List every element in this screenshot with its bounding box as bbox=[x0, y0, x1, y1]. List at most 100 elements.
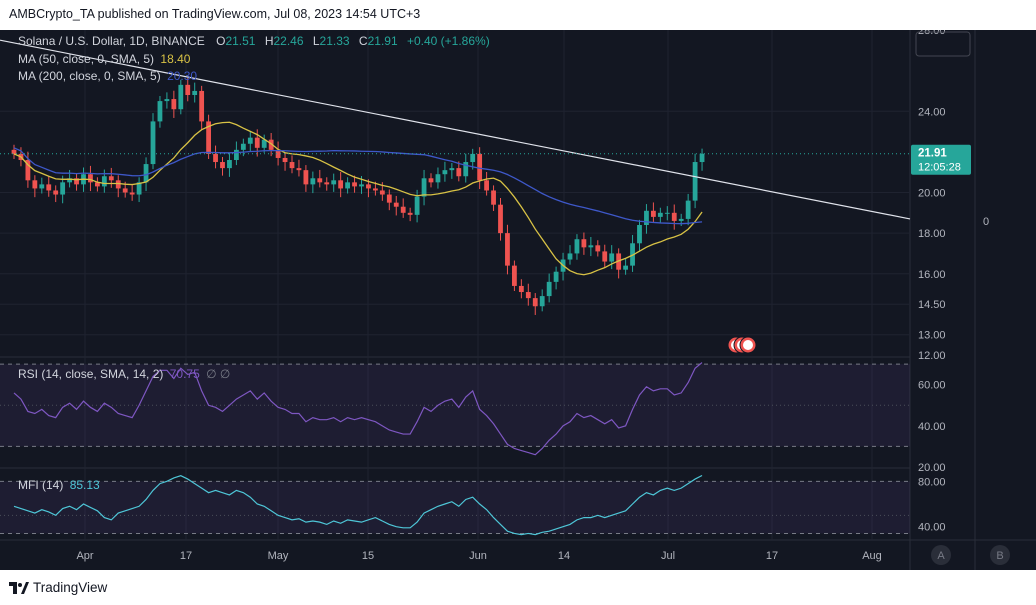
candle-body bbox=[60, 182, 66, 195]
candle-body bbox=[268, 139, 274, 150]
symbol-legend: Solana / U.S. Dollar, 1D, BINANCE O21.51… bbox=[18, 34, 490, 48]
candle-body bbox=[289, 162, 295, 169]
price-badge-countdown: 12:05:28 bbox=[918, 162, 961, 174]
candle-body bbox=[129, 192, 135, 195]
candle-body bbox=[685, 200, 691, 219]
price-tick-label: 24.00 bbox=[918, 106, 946, 118]
candle-body bbox=[25, 160, 31, 181]
scale-button[interactable] bbox=[931, 545, 951, 565]
axis-box bbox=[915, 31, 971, 57]
candle-body bbox=[310, 178, 316, 185]
candle-body bbox=[421, 178, 427, 197]
rsi-extra: ∅ ∅ bbox=[206, 367, 231, 381]
candle-body bbox=[699, 153, 705, 163]
candle-body bbox=[484, 180, 489, 191]
time-tick-label: 14 bbox=[558, 550, 570, 562]
candle-body bbox=[532, 298, 538, 307]
candle-body bbox=[539, 296, 545, 307]
candle-body bbox=[331, 180, 337, 185]
candle-body bbox=[234, 149, 239, 160]
candle-body bbox=[101, 176, 107, 187]
rsi-tick-label: 20.00 bbox=[918, 462, 946, 474]
close-value: 21.91 bbox=[367, 34, 398, 48]
candle-body bbox=[637, 225, 642, 244]
mfi-value: 85.13 bbox=[69, 478, 100, 492]
candle-body bbox=[150, 121, 156, 165]
candle-body bbox=[157, 101, 163, 122]
candle-body bbox=[512, 265, 517, 286]
publish-header: AMBCrypto_TA published on TradingView.co… bbox=[0, 0, 1036, 30]
candle-body bbox=[428, 178, 434, 183]
candle-body bbox=[574, 239, 580, 254]
candle-body bbox=[352, 182, 357, 187]
candle-body bbox=[261, 139, 267, 148]
time-tick-label: Jul bbox=[661, 550, 675, 562]
mfi-label: MFI (14) bbox=[18, 478, 64, 492]
mfi-legend: MFI (14) 85.13 bbox=[18, 478, 100, 492]
candle-body bbox=[498, 204, 503, 234]
chart-area[interactable]: 28.00 24.00 20.00 18.00 16.00 14.50 13.00 12.00… bbox=[0, 25, 1036, 570]
candle-body bbox=[602, 251, 608, 262]
side-value: 0 bbox=[983, 216, 989, 228]
price-badge bbox=[911, 144, 971, 175]
ma200-value: 20.30 bbox=[167, 69, 198, 83]
candle-body bbox=[143, 164, 149, 183]
price-tick-label: 20.00 bbox=[918, 188, 946, 200]
candle-body bbox=[470, 153, 476, 163]
candle-body bbox=[32, 180, 38, 189]
candle-body bbox=[303, 170, 309, 185]
price-tick-label: 12.00 bbox=[918, 350, 946, 362]
ma50-value: 18.40 bbox=[160, 52, 191, 66]
candle-body bbox=[657, 212, 663, 217]
candle-body bbox=[449, 168, 455, 171]
open-value: 21.51 bbox=[225, 34, 256, 48]
price-tick-label: 14.50 bbox=[918, 299, 946, 311]
candle-body bbox=[366, 184, 371, 189]
candle-body bbox=[553, 271, 559, 282]
candle-body bbox=[247, 137, 253, 144]
candle-body bbox=[164, 99, 170, 102]
candle-body bbox=[400, 206, 406, 213]
candle-body bbox=[95, 182, 100, 187]
chart-canvas[interactable]: 28.00 24.00 20.00 18.00 16.00 14.50 13.00 12.00… bbox=[0, 25, 1036, 570]
candle-body bbox=[185, 84, 191, 95]
candle-body bbox=[546, 281, 552, 297]
scale-button[interactable] bbox=[990, 545, 1010, 565]
candle-body bbox=[588, 245, 594, 248]
candle-body bbox=[414, 196, 420, 215]
low-label: L bbox=[312, 34, 320, 48]
candle-body bbox=[338, 180, 344, 189]
candle-body bbox=[491, 190, 496, 205]
candle-body bbox=[692, 162, 698, 201]
candle-body bbox=[678, 218, 684, 221]
candle-body bbox=[317, 178, 323, 183]
candle-body bbox=[67, 178, 72, 183]
scale-button-label: A bbox=[937, 550, 945, 562]
time-tick-label: 17 bbox=[766, 550, 778, 562]
mfi-tick-label: 40.00 bbox=[918, 522, 946, 534]
open-label: O bbox=[216, 34, 226, 48]
candle-body bbox=[88, 174, 93, 183]
candle-body bbox=[651, 210, 656, 217]
price-tick-label: 13.00 bbox=[918, 330, 946, 342]
price-tick-label: 16.00 bbox=[918, 269, 946, 281]
candle-body bbox=[442, 170, 448, 175]
tradingview-logo[interactable]: TradingView bbox=[9, 580, 107, 595]
candle-body bbox=[518, 285, 524, 293]
candle-body bbox=[435, 174, 441, 183]
candle-body bbox=[567, 253, 573, 260]
ma50-legend: MA (50, close, 0, SMA, 5) 18.40 bbox=[18, 52, 190, 66]
candle-body bbox=[254, 137, 260, 148]
candle-body bbox=[220, 162, 225, 169]
rsi-band-fill bbox=[0, 364, 910, 447]
candle-body bbox=[53, 190, 59, 195]
candle-body bbox=[227, 160, 232, 169]
candle-body bbox=[213, 153, 218, 163]
rsi-value: 70.75 bbox=[169, 367, 200, 381]
time-tick-label: 17 bbox=[180, 550, 192, 562]
candle-body bbox=[122, 188, 128, 193]
candle-body bbox=[671, 212, 677, 221]
low-value: 21.33 bbox=[319, 34, 350, 48]
candle-body bbox=[664, 212, 670, 214]
high-label: H bbox=[264, 34, 274, 48]
